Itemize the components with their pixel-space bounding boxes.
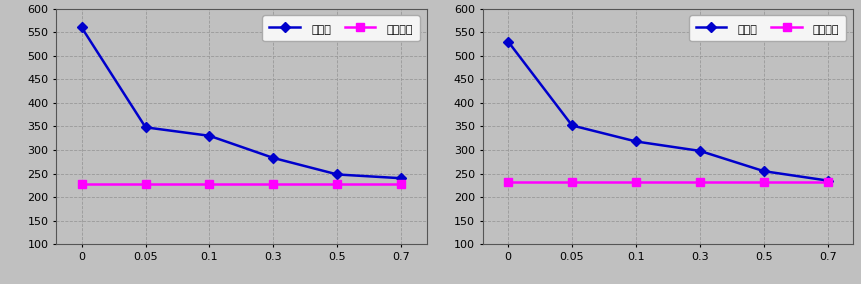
Legend: 확산층, 모재경도: 확산층, 모재경도 (262, 15, 419, 41)
Legend: 확산층, 모재경도: 확산층, 모재경도 (688, 15, 846, 41)
